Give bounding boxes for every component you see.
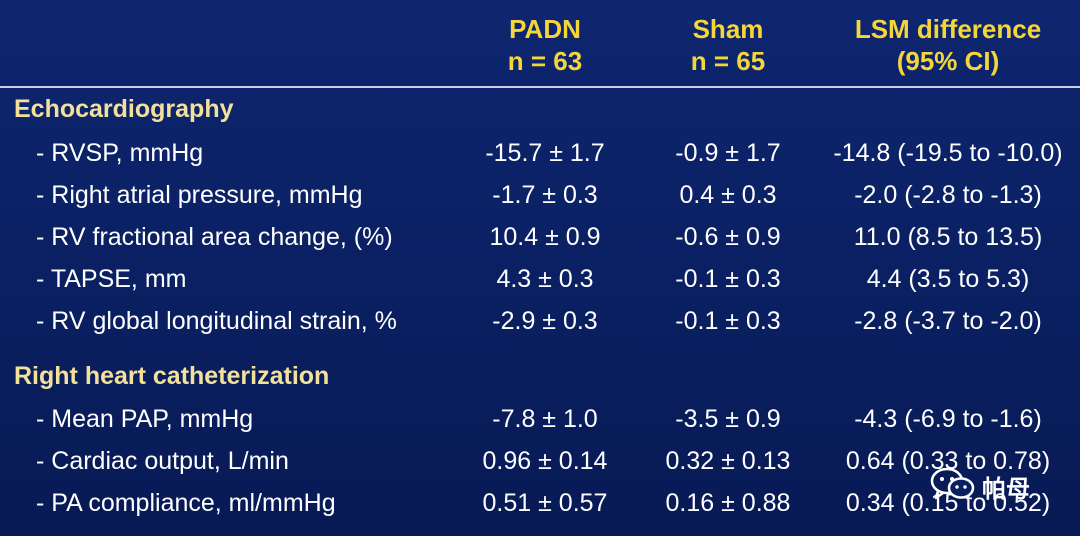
row-label: - RVSP, mmHg bbox=[36, 139, 204, 167]
cell-padn: -2.9 ± 0.3 bbox=[492, 307, 598, 335]
row-label: - PA compliance, ml/mmHg bbox=[36, 489, 336, 517]
cell-sham: -0.6 ± 0.9 bbox=[675, 223, 781, 251]
column-header-sham: Sham n = 65 bbox=[628, 13, 828, 77]
section-title-echocardiography: Echocardiography bbox=[14, 95, 234, 123]
table-row: - Right atrial pressure, mmHg -1.7 ± 0.3… bbox=[0, 175, 1080, 215]
row-label: - Cardiac output, L/min bbox=[36, 447, 289, 475]
table-row: - PA compliance, ml/mmHg 0.51 ± 0.57 0.1… bbox=[0, 483, 1080, 523]
cell-diff: -2.8 (-3.7 to -2.0) bbox=[854, 307, 1042, 335]
section-title-right-heart-catheterization: Right heart catheterization bbox=[14, 362, 330, 390]
watermark: 帕母 bbox=[930, 466, 1030, 507]
cell-padn: 0.51 ± 0.57 bbox=[482, 489, 608, 517]
cell-sham: -0.9 ± 1.7 bbox=[675, 139, 781, 167]
cell-diff: -2.0 (-2.8 to -1.3) bbox=[854, 181, 1042, 209]
column-title-padn: PADN bbox=[509, 14, 581, 44]
column-sub-diff: (95% CI) bbox=[896, 46, 1000, 76]
table-row: - TAPSE, mm 4.3 ± 0.3 -0.1 ± 0.3 4.4 (3.… bbox=[0, 259, 1080, 299]
cell-padn: 0.96 ± 0.14 bbox=[482, 447, 608, 475]
cell-padn: -15.7 ± 1.7 bbox=[485, 139, 605, 167]
cell-padn: -1.7 ± 0.3 bbox=[492, 181, 598, 209]
cell-sham: -0.1 ± 0.3 bbox=[675, 307, 781, 335]
cell-padn: 4.3 ± 0.3 bbox=[496, 265, 594, 293]
row-label: - Mean PAP, mmHg bbox=[36, 405, 254, 433]
table-row: - Cardiac output, L/min 0.96 ± 0.14 0.32… bbox=[0, 441, 1080, 481]
cell-diff: -4.3 (-6.9 to -1.6) bbox=[854, 405, 1042, 433]
row-label: - RV global longitudinal strain, % bbox=[36, 307, 397, 335]
cell-sham: 0.32 ± 0.13 bbox=[665, 447, 791, 475]
cell-sham: -0.1 ± 0.3 bbox=[675, 265, 781, 293]
column-title-diff: LSM difference bbox=[854, 14, 1042, 44]
cell-sham: 0.4 ± 0.3 bbox=[679, 181, 777, 209]
column-n-padn: n = 63 bbox=[507, 46, 583, 76]
column-header-padn: PADN n = 63 bbox=[445, 13, 645, 77]
table-row: - RV fractional area change, (%) 10.4 ± … bbox=[0, 217, 1080, 257]
watermark-text: 帕母 bbox=[982, 476, 1030, 503]
table-row: - RV global longitudinal strain, % -2.9 … bbox=[0, 301, 1080, 341]
cell-sham: -3.5 ± 0.9 bbox=[675, 405, 781, 433]
cell-diff: 0.64 (0.33 to 0.78) bbox=[845, 447, 1051, 475]
table-header: PADN n = 63 Sham n = 65 LSM difference (… bbox=[0, 0, 1080, 88]
table-row: - Mean PAP, mmHg -7.8 ± 1.0 -3.5 ± 0.9 -… bbox=[0, 399, 1080, 439]
cell-diff: 4.4 (3.5 to 5.3) bbox=[866, 265, 1030, 293]
cell-padn: 10.4 ± 0.9 bbox=[489, 223, 601, 251]
cell-sham: 0.16 ± 0.88 bbox=[665, 489, 791, 517]
table-row: - RVSP, mmHg -15.7 ± 1.7 -0.9 ± 1.7 -14.… bbox=[0, 133, 1080, 173]
cell-diff: 11.0 (8.5 to 13.5) bbox=[853, 223, 1043, 251]
column-n-sham: n = 65 bbox=[690, 46, 766, 76]
column-title-sham: Sham bbox=[692, 14, 764, 44]
cell-diff: -14.8 (-19.5 to -10.0) bbox=[833, 139, 1063, 167]
column-header-diff: LSM difference (95% CI) bbox=[818, 13, 1078, 77]
row-label: - RV fractional area change, (%) bbox=[36, 223, 393, 251]
row-label: - Right atrial pressure, mmHg bbox=[36, 181, 363, 209]
cell-padn: -7.8 ± 1.0 bbox=[492, 405, 598, 433]
wechat-icon bbox=[930, 466, 976, 507]
row-label: - TAPSE, mm bbox=[36, 265, 187, 293]
